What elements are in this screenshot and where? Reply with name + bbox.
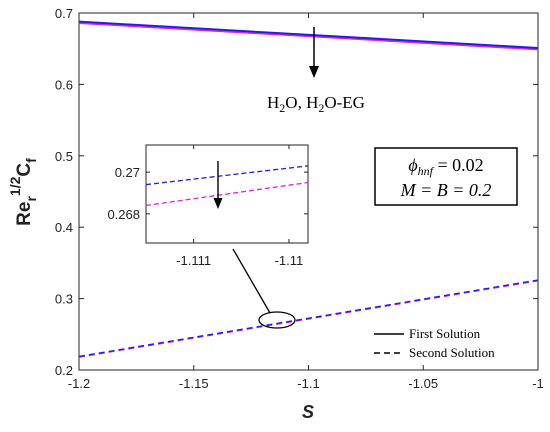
series-second-h2o-eg — [78, 280, 539, 358]
y-tick-label: 0.4 — [55, 220, 73, 235]
inset-y-ticks: 0.268 0.27 — [107, 165, 308, 222]
y-label-base1: Re — [14, 202, 35, 226]
series-second-h2o — [78, 279, 539, 358]
inset-arrow — [213, 161, 223, 209]
inset-x-tick-label: -1.111 — [176, 253, 211, 268]
x-tick-label: -1.15 — [179, 376, 209, 391]
parameter-box: ϕhnf = 0.02 M = B = 0.2 — [374, 147, 518, 206]
parameter-phi: ϕhnf = 0.02 — [408, 155, 483, 178]
inset-y-tick-label: 0.27 — [115, 165, 140, 180]
svg-text:Rer1/2Cf: Rer1/2Cf — [7, 158, 39, 226]
x-tick-label: -1.05 — [408, 376, 438, 391]
series-first-h2o-eg — [78, 22, 539, 51]
zoom-ellipse — [258, 311, 296, 329]
inset-series-h2o-eg — [145, 181, 309, 207]
legend-first-label: First Solution — [409, 326, 481, 341]
y-label-sup1: 1/2 — [7, 176, 23, 196]
y-axis-label: Rer1/2Cf — [7, 158, 39, 226]
y-tick-label: 0.3 — [55, 292, 73, 307]
x-tick-label: -1 — [532, 376, 544, 391]
zoom-indicator — [232, 248, 296, 329]
series-layer — [78, 20, 539, 358]
x-axis-ticks: -1.2 -1.15 -1.1 -1.05 -1 — [68, 13, 544, 391]
x-tick-label: -1.1 — [297, 376, 319, 391]
inset-x-ticks: -1.111 -1.11 — [176, 145, 303, 268]
y-tick-label: 0.2 — [55, 363, 73, 378]
inset-series-layer — [145, 165, 309, 207]
series-first-h2o — [78, 20, 539, 49]
legend: First Solution Second Solution — [374, 326, 495, 360]
x-axis-label: S — [302, 402, 314, 422]
inset-y-tick-label: 0.268 — [107, 207, 140, 222]
inset-series-h2o — [145, 165, 309, 186]
fluid-annotation: H2O, H2O-EG — [267, 93, 365, 115]
y-label-base2: C — [14, 163, 35, 177]
y-label-sub1: r — [23, 196, 39, 202]
y-axis-ticks: 0.2 0.3 0.4 0.5 0.6 0.7 — [55, 6, 538, 378]
y-label-sub2: f — [23, 158, 39, 163]
trend-arrow — [309, 27, 319, 78]
y-tick-label: 0.6 — [55, 77, 73, 92]
legend-second-label: Second Solution — [409, 345, 495, 360]
y-tick-label: 0.5 — [55, 149, 73, 164]
zoom-connector — [232, 248, 271, 314]
y-tick-label: 0.7 — [55, 6, 73, 21]
inset-plot: -1.111 -1.11 0.268 0.27 — [107, 144, 309, 268]
parameter-m-b: M = B = 0.2 — [400, 180, 492, 200]
inset-x-tick-label: -1.11 — [275, 253, 304, 268]
x-tick-label: -1.2 — [68, 376, 90, 391]
